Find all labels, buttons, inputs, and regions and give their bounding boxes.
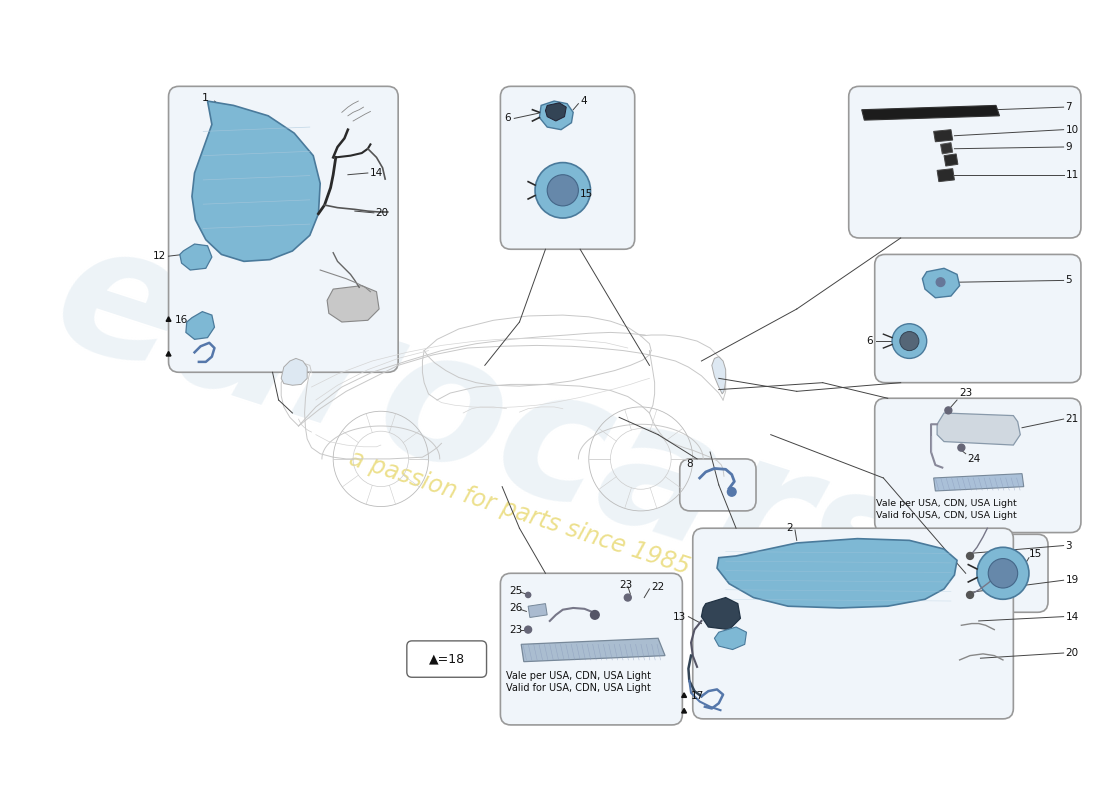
Circle shape — [526, 592, 530, 598]
FancyBboxPatch shape — [953, 534, 1048, 612]
Text: Vale per USA, CDN, USA Light: Vale per USA, CDN, USA Light — [506, 670, 651, 681]
Circle shape — [958, 444, 965, 451]
Polygon shape — [937, 413, 1021, 445]
Text: 23: 23 — [509, 625, 522, 634]
Text: Valid for USA, CDN, USA Light: Valid for USA, CDN, USA Light — [877, 510, 1018, 520]
Text: 9: 9 — [1065, 142, 1072, 152]
Text: 24: 24 — [967, 454, 981, 464]
Text: 25: 25 — [509, 586, 522, 596]
Text: 21: 21 — [1065, 414, 1079, 424]
Polygon shape — [937, 169, 955, 182]
Text: 10: 10 — [1065, 125, 1078, 134]
Circle shape — [591, 610, 600, 619]
Polygon shape — [186, 312, 214, 339]
Circle shape — [988, 558, 1018, 588]
FancyBboxPatch shape — [874, 254, 1081, 382]
Text: 3: 3 — [1065, 541, 1072, 550]
Circle shape — [967, 553, 974, 559]
Text: 14: 14 — [1065, 612, 1079, 622]
Circle shape — [547, 174, 579, 206]
Polygon shape — [521, 638, 666, 662]
Text: 4: 4 — [580, 96, 586, 106]
Circle shape — [967, 591, 974, 598]
FancyBboxPatch shape — [168, 86, 398, 372]
FancyBboxPatch shape — [849, 86, 1081, 238]
FancyBboxPatch shape — [500, 86, 635, 250]
Polygon shape — [717, 538, 957, 608]
Polygon shape — [861, 106, 1000, 120]
Text: 13: 13 — [672, 612, 685, 622]
Circle shape — [535, 162, 591, 218]
Text: 2: 2 — [786, 523, 793, 534]
Polygon shape — [714, 627, 747, 650]
Text: 23: 23 — [619, 579, 632, 590]
Text: 6: 6 — [504, 114, 510, 123]
Circle shape — [727, 487, 736, 496]
FancyBboxPatch shape — [693, 528, 1013, 719]
Text: ▲=18: ▲=18 — [429, 653, 464, 666]
Circle shape — [936, 278, 945, 286]
FancyBboxPatch shape — [680, 459, 756, 511]
Polygon shape — [539, 101, 573, 130]
Text: 11: 11 — [1065, 170, 1079, 180]
Polygon shape — [682, 693, 686, 698]
Text: 17: 17 — [691, 691, 704, 702]
Polygon shape — [702, 598, 740, 630]
Polygon shape — [166, 317, 170, 322]
Text: 6: 6 — [867, 336, 873, 346]
Text: 22: 22 — [651, 582, 664, 592]
Text: 5: 5 — [1065, 275, 1072, 286]
Text: 1: 1 — [202, 94, 209, 103]
Text: 15: 15 — [1028, 550, 1042, 559]
Circle shape — [945, 407, 952, 414]
FancyBboxPatch shape — [407, 641, 486, 678]
Polygon shape — [546, 103, 566, 121]
Text: 19: 19 — [1065, 575, 1079, 586]
Circle shape — [900, 331, 918, 350]
Polygon shape — [940, 142, 953, 154]
Polygon shape — [934, 474, 1024, 491]
Text: 8: 8 — [686, 459, 693, 469]
Text: Valid for USA, CDN, USA Light: Valid for USA, CDN, USA Light — [506, 682, 651, 693]
Text: 20: 20 — [375, 208, 388, 218]
Text: 12: 12 — [153, 251, 166, 261]
Polygon shape — [179, 244, 212, 270]
Text: 14: 14 — [370, 168, 383, 178]
Polygon shape — [166, 351, 170, 356]
Text: eurocars: eurocars — [35, 205, 935, 647]
Polygon shape — [528, 604, 547, 618]
Polygon shape — [191, 101, 320, 262]
FancyBboxPatch shape — [500, 574, 682, 725]
Polygon shape — [327, 286, 380, 322]
FancyBboxPatch shape — [874, 398, 1081, 533]
Text: 15: 15 — [580, 189, 593, 198]
Polygon shape — [712, 357, 726, 394]
Circle shape — [977, 547, 1028, 599]
Text: 16: 16 — [175, 315, 188, 326]
Polygon shape — [282, 358, 307, 386]
Text: 26: 26 — [509, 603, 522, 613]
Polygon shape — [682, 709, 686, 713]
Text: a passion for parts since 1985: a passion for parts since 1985 — [346, 446, 693, 579]
Circle shape — [892, 324, 926, 358]
Text: 20: 20 — [1065, 648, 1078, 658]
Polygon shape — [944, 154, 958, 166]
Circle shape — [525, 626, 531, 633]
Polygon shape — [923, 268, 959, 298]
Text: 23: 23 — [959, 388, 972, 398]
Text: 7: 7 — [1065, 102, 1072, 112]
Text: Vale per USA, CDN, USA Light: Vale per USA, CDN, USA Light — [877, 499, 1018, 509]
Polygon shape — [934, 130, 953, 142]
Circle shape — [625, 594, 631, 601]
